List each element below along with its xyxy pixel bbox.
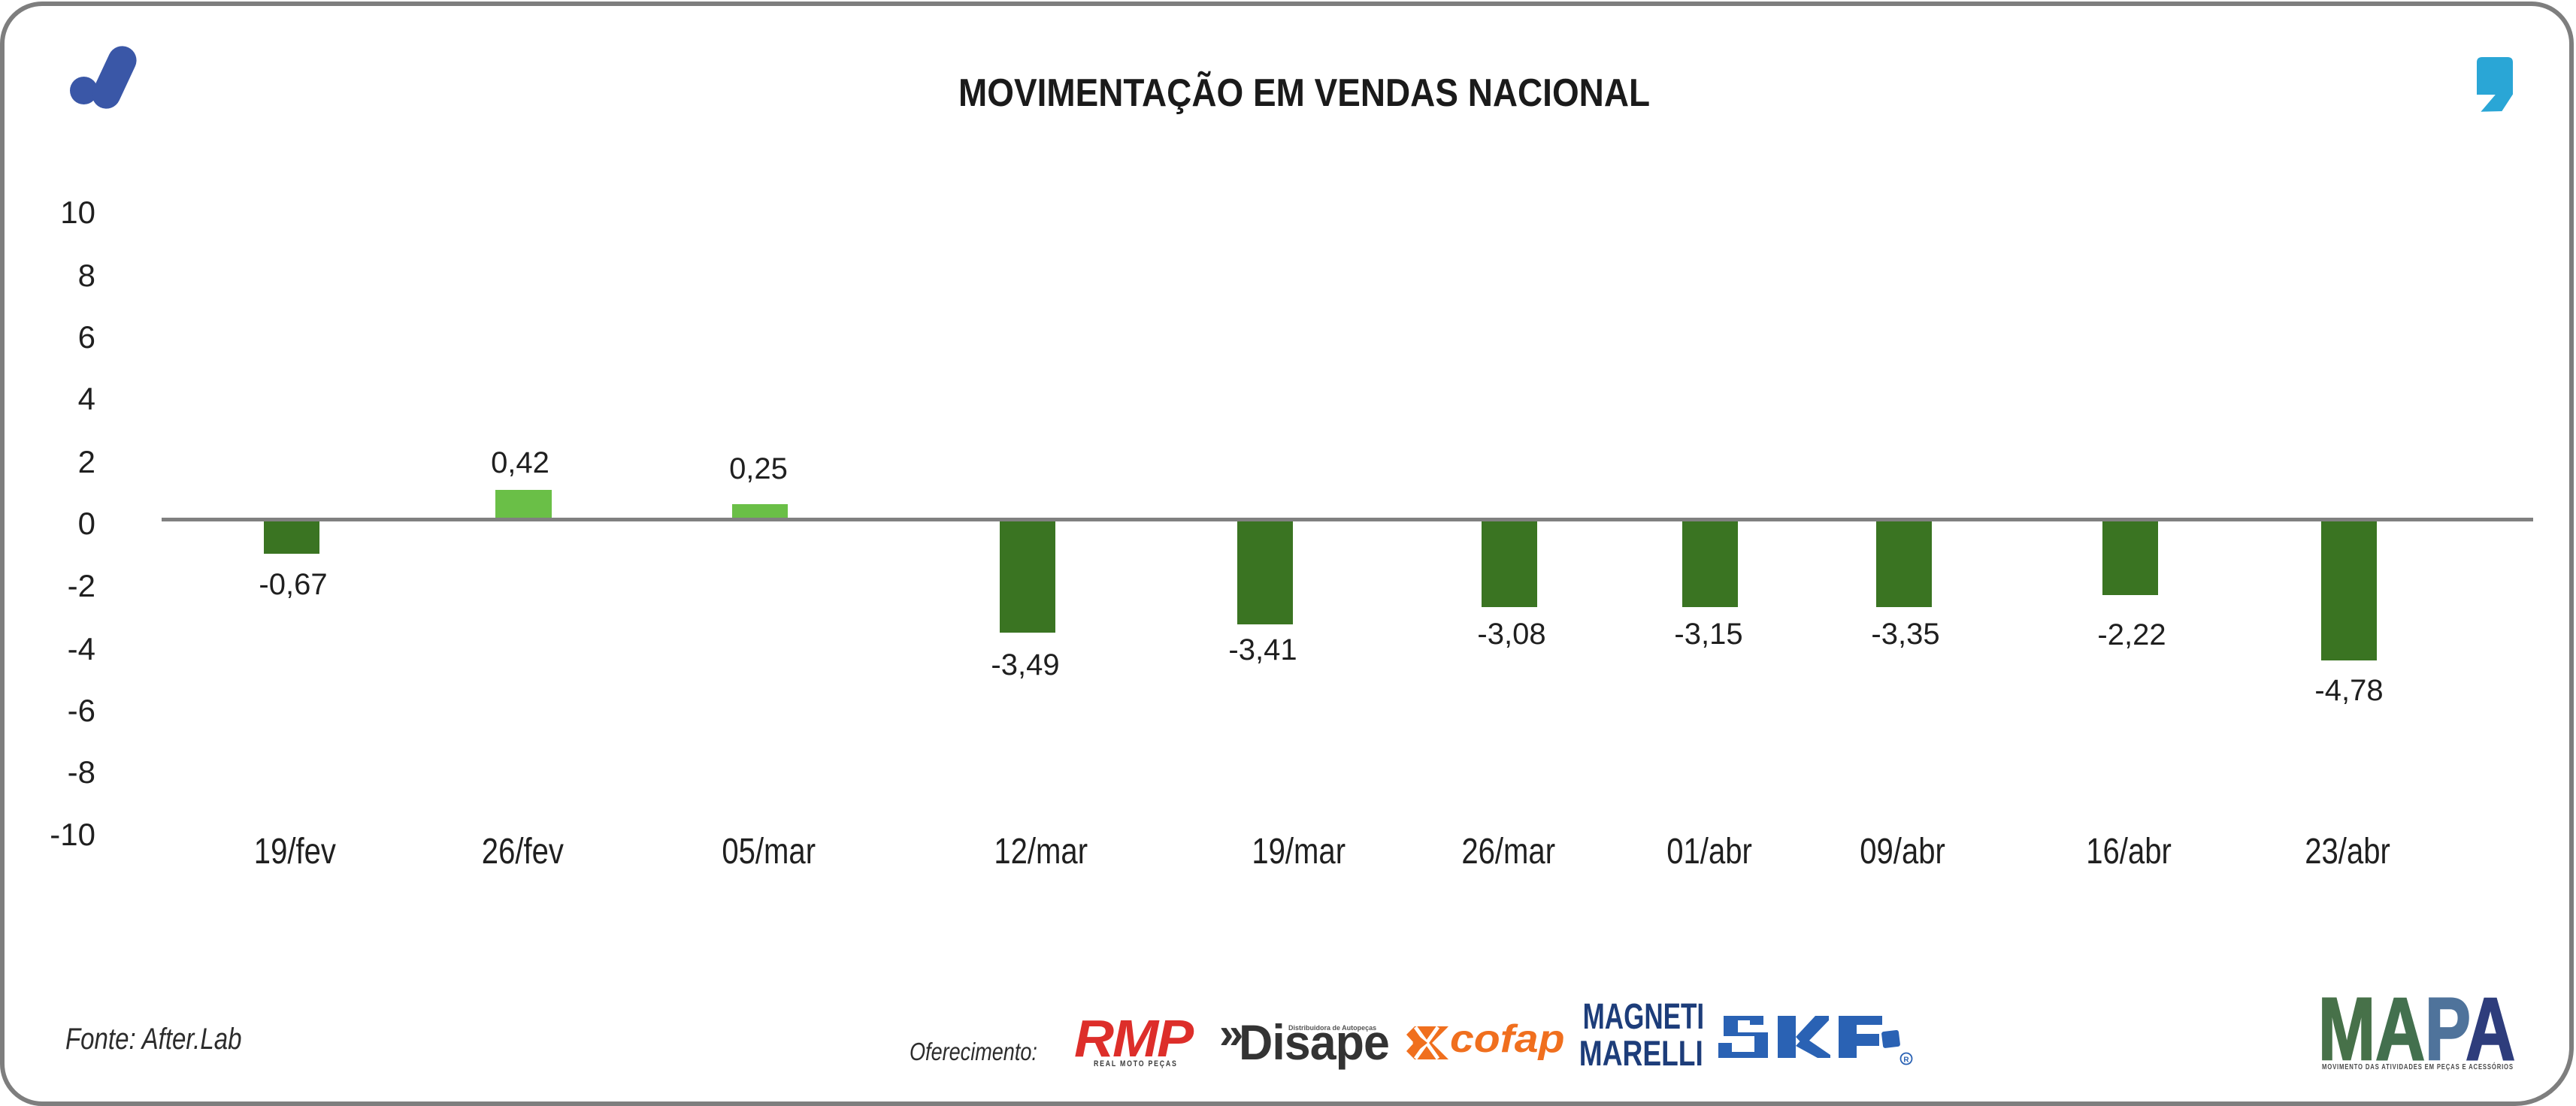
svg-text:R: R bbox=[1903, 1056, 1909, 1065]
